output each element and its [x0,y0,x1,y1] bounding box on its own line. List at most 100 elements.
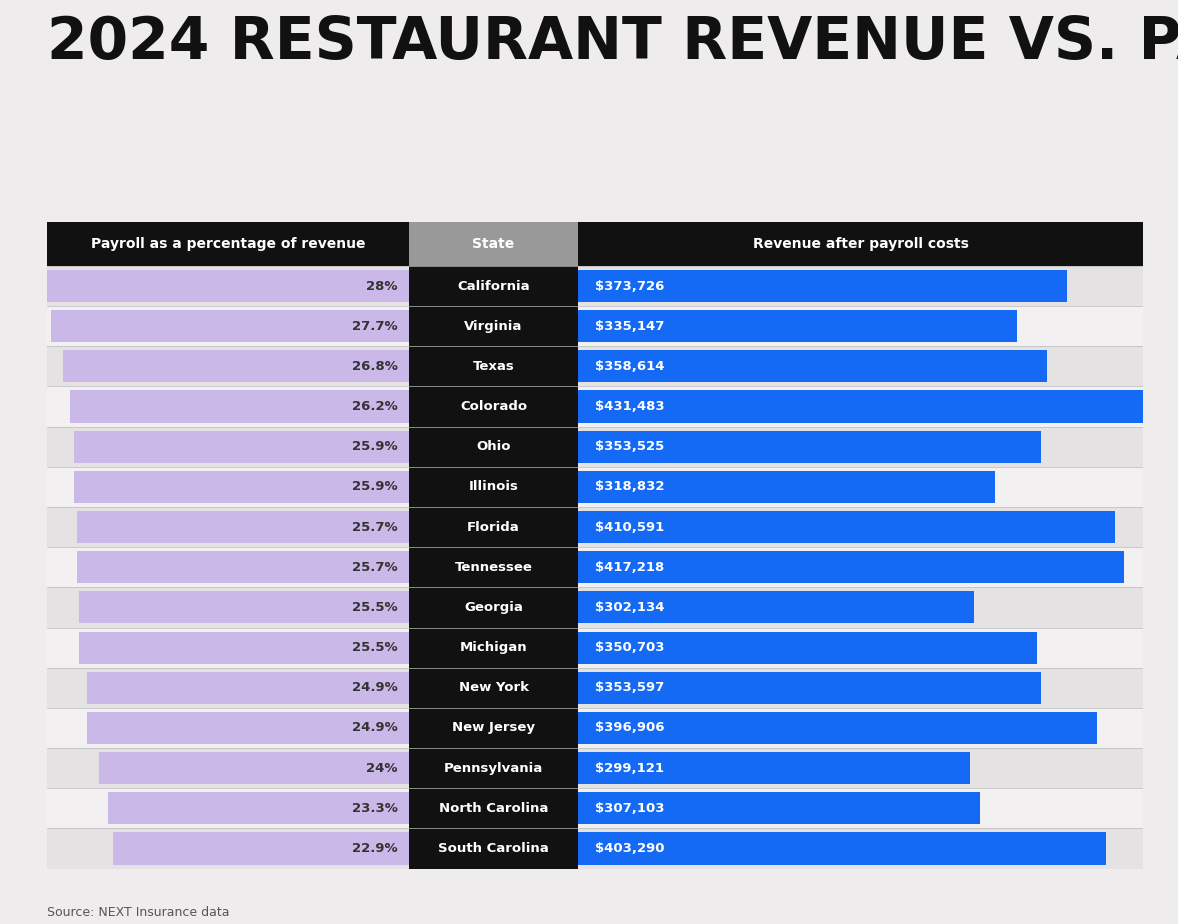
Bar [409,547,578,588]
Bar [47,627,409,668]
Bar [578,306,1143,346]
Text: 26.8%: 26.8% [352,359,398,373]
Bar [47,346,409,386]
Bar [578,788,1143,829]
Text: Ohio: Ohio [476,440,511,454]
Bar [578,552,1124,583]
Text: Payroll as a percentage of revenue: Payroll as a percentage of revenue [91,237,365,250]
Text: $403,290: $403,290 [595,842,664,855]
Text: $417,218: $417,218 [595,561,664,574]
Bar [47,788,409,829]
Bar [578,386,1143,427]
Text: South Carolina: South Carolina [438,842,549,855]
Bar [47,829,409,869]
Bar [47,547,409,588]
Text: 24%: 24% [366,761,398,774]
Text: Illinois: Illinois [469,480,518,493]
Bar [71,391,409,422]
Text: $353,525: $353,525 [595,440,664,454]
Bar [47,588,409,627]
Text: New Jersey: New Jersey [452,722,535,735]
Bar [51,310,409,342]
Text: $373,726: $373,726 [595,280,664,293]
Text: $318,832: $318,832 [595,480,664,493]
Bar [47,427,409,467]
Bar [578,222,1143,266]
Bar [409,346,578,386]
Bar [409,306,578,346]
Text: 24.9%: 24.9% [352,681,398,694]
Text: Revenue after payroll costs: Revenue after payroll costs [753,237,968,250]
Text: 25.7%: 25.7% [352,520,398,533]
Bar [578,350,1047,383]
Bar [47,507,409,547]
Bar [47,467,409,507]
Text: Georgia: Georgia [464,601,523,614]
Text: 2024 RESTAURANT REVENUE VS. PAYROLL: 2024 RESTAURANT REVENUE VS. PAYROLL [47,14,1178,71]
Text: Michigan: Michigan [459,641,528,654]
Bar [578,427,1143,467]
Bar [47,266,409,306]
Text: Virginia: Virginia [464,320,523,333]
Text: Texas: Texas [472,359,515,373]
Bar [578,547,1143,588]
Text: Tennessee: Tennessee [455,561,532,574]
Text: 24.9%: 24.9% [352,722,398,735]
Text: Colorado: Colorado [459,400,527,413]
Text: $396,906: $396,906 [595,722,664,735]
Bar [113,833,409,865]
Text: California: California [457,280,530,293]
Text: $350,703: $350,703 [595,641,664,654]
Bar [578,752,969,784]
Bar [578,471,995,503]
Bar [409,386,578,427]
Bar [409,507,578,547]
Text: New York: New York [458,681,529,694]
Text: Source: NEXT Insurance data: Source: NEXT Insurance data [47,906,230,919]
Text: 23.3%: 23.3% [352,802,398,815]
Text: Florida: Florida [468,520,519,533]
Bar [578,748,1143,788]
Bar [79,591,409,624]
Bar [77,552,409,583]
Bar [578,511,1116,543]
Bar [578,270,1067,302]
Bar [578,711,1098,744]
Bar [99,752,409,784]
Bar [74,431,409,463]
Bar [409,788,578,829]
Text: 22.9%: 22.9% [352,842,398,855]
Bar [578,588,1143,627]
Bar [578,627,1143,668]
Text: $431,483: $431,483 [595,400,664,413]
Bar [578,431,1040,463]
Bar [47,306,409,346]
Bar [409,222,578,266]
Text: North Carolina: North Carolina [439,802,548,815]
Bar [409,748,578,788]
Bar [578,792,980,824]
Bar [87,711,409,744]
Bar [578,631,1037,663]
Bar [578,708,1143,748]
Text: Pennsylvania: Pennsylvania [444,761,543,774]
Text: State: State [472,237,515,250]
Bar [578,507,1143,547]
Bar [578,391,1143,422]
Bar [578,591,973,624]
Bar [47,708,409,748]
Bar [578,672,1041,704]
Text: $302,134: $302,134 [595,601,664,614]
Bar [578,310,1017,342]
Bar [108,792,409,824]
Bar [409,266,578,306]
Text: $358,614: $358,614 [595,359,664,373]
Bar [62,350,409,383]
Text: 25.5%: 25.5% [352,641,398,654]
Bar [47,222,409,266]
Text: 25.9%: 25.9% [352,480,398,493]
Bar [47,386,409,427]
Bar [578,829,1143,869]
Bar [79,631,409,663]
Bar [409,708,578,748]
